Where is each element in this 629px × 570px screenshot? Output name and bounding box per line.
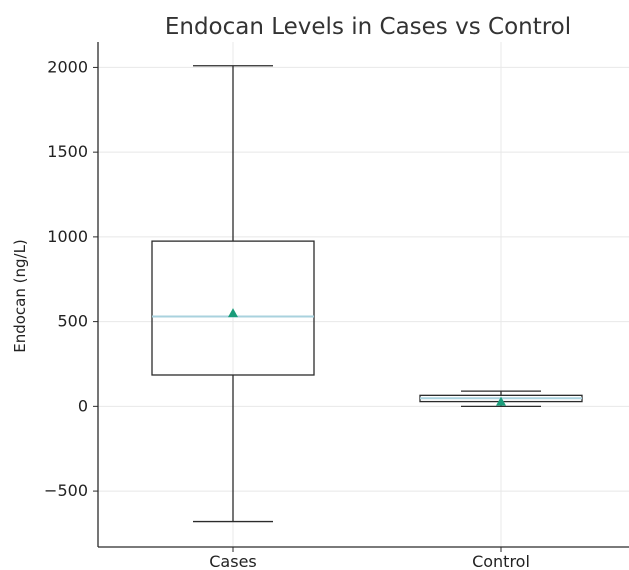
x-tick-label: Control	[472, 552, 530, 570]
chart-title: Endocan Levels in Cases vs Control	[165, 14, 571, 40]
y-tick-label: 1500	[47, 142, 88, 161]
y-axis-label: Endocan (ng/L)	[11, 239, 29, 353]
y-tick-label: 500	[57, 312, 88, 331]
iqr-box	[151, 240, 315, 376]
box-control	[419, 390, 583, 407]
box-layer	[151, 65, 583, 523]
axis-layer	[97, 42, 629, 548]
mean-marker	[228, 308, 238, 318]
grid-layer	[98, 42, 629, 547]
mean-marker	[496, 396, 506, 406]
box-cases	[151, 65, 315, 523]
y-tick-label: −500	[44, 481, 88, 500]
y-tick-label: 0	[78, 396, 88, 415]
y-tick-label: 1000	[47, 227, 88, 246]
tick-layer: −500 0 500 1000 1500 2000 Cases Control	[44, 57, 530, 570]
y-tick-label: 2000	[47, 57, 88, 76]
x-tick-label: Cases	[209, 552, 257, 570]
